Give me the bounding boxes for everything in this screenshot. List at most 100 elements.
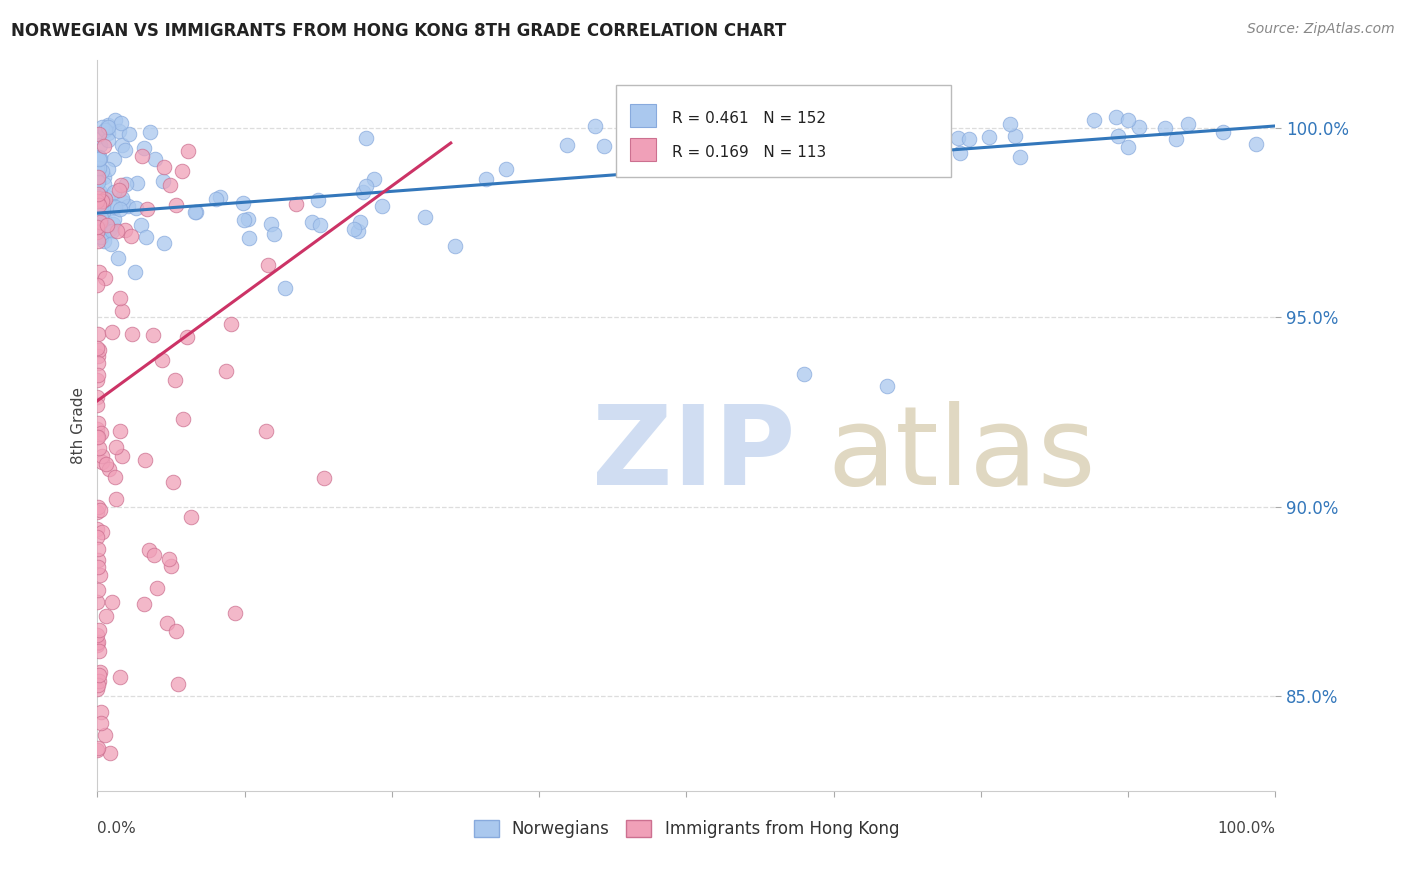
Point xyxy=(150,353,173,368)
Point xyxy=(1008,150,1031,164)
Point xyxy=(87,673,110,688)
Point xyxy=(823,131,845,145)
Point xyxy=(1107,128,1129,143)
Point xyxy=(89,137,111,152)
Point xyxy=(837,130,859,145)
Point xyxy=(347,224,370,238)
Point xyxy=(475,172,498,186)
Point xyxy=(129,218,152,232)
Point xyxy=(114,143,136,157)
Point xyxy=(145,581,167,595)
Point xyxy=(94,192,117,206)
Point xyxy=(859,147,882,161)
Point xyxy=(104,113,127,128)
Point xyxy=(135,230,157,244)
Point xyxy=(127,176,149,190)
Point xyxy=(87,430,110,444)
Point xyxy=(931,132,953,146)
Point xyxy=(87,202,110,217)
Point xyxy=(111,191,134,205)
Point xyxy=(1244,137,1267,152)
Point xyxy=(876,378,898,392)
Point xyxy=(342,222,364,236)
Point xyxy=(98,222,121,236)
Point xyxy=(352,186,374,200)
Point xyxy=(370,199,392,213)
Point xyxy=(183,205,205,219)
Point xyxy=(697,156,720,170)
Point xyxy=(87,500,110,514)
Point xyxy=(177,144,200,158)
Point xyxy=(86,743,108,757)
Point xyxy=(254,424,277,438)
Point xyxy=(152,174,174,188)
Point xyxy=(90,706,112,720)
Point xyxy=(176,330,198,344)
Point xyxy=(1083,113,1105,128)
Point xyxy=(89,623,111,637)
Point xyxy=(808,116,831,130)
Point xyxy=(263,227,285,242)
Point xyxy=(862,121,884,136)
Point xyxy=(111,137,134,152)
Point xyxy=(89,127,111,141)
Point xyxy=(153,160,176,174)
Point xyxy=(93,170,115,185)
Legend: Norwegians, Immigrants from Hong Kong: Norwegians, Immigrants from Hong Kong xyxy=(467,814,905,845)
Point xyxy=(87,326,110,341)
Point xyxy=(87,343,110,357)
Point xyxy=(86,373,108,387)
Point xyxy=(98,746,121,760)
Point xyxy=(1164,132,1187,146)
Point xyxy=(87,635,110,649)
Point xyxy=(167,677,190,691)
Point xyxy=(86,194,108,209)
Point xyxy=(813,133,835,147)
Text: atlas: atlas xyxy=(828,401,1097,508)
Point xyxy=(134,453,156,467)
Point xyxy=(1116,112,1139,127)
Point xyxy=(93,139,115,153)
Point xyxy=(159,178,181,192)
Point xyxy=(110,116,132,130)
Point xyxy=(105,440,128,454)
Point xyxy=(162,475,184,489)
Point xyxy=(87,678,110,692)
Point xyxy=(495,161,517,176)
Point xyxy=(87,356,110,370)
Point xyxy=(132,141,155,155)
Point xyxy=(307,193,329,207)
Point xyxy=(90,229,112,244)
Point xyxy=(555,137,578,152)
Point xyxy=(356,130,378,145)
Point xyxy=(94,457,117,471)
Point xyxy=(949,146,972,161)
Point xyxy=(86,277,108,292)
Text: NORWEGIAN VS IMMIGRANTS FROM HONG KONG 8TH GRADE CORRELATION CHART: NORWEGIAN VS IMMIGRANTS FROM HONG KONG 8… xyxy=(11,22,786,40)
Point xyxy=(87,152,110,166)
Point xyxy=(208,190,231,204)
Point xyxy=(89,210,111,224)
Point xyxy=(89,215,111,229)
Point xyxy=(86,681,108,696)
Point xyxy=(94,123,117,137)
Point xyxy=(165,624,187,638)
Point xyxy=(100,595,122,609)
Point xyxy=(1116,140,1139,154)
Point xyxy=(139,125,162,139)
Point xyxy=(89,567,111,582)
Point xyxy=(124,265,146,279)
Point xyxy=(87,150,110,164)
Point xyxy=(91,524,114,539)
Point xyxy=(121,326,143,341)
Point xyxy=(108,202,131,216)
Point xyxy=(94,728,117,742)
Point xyxy=(86,191,108,205)
Point xyxy=(100,237,122,252)
Point xyxy=(793,368,815,382)
Point xyxy=(716,141,738,155)
Point xyxy=(1004,128,1026,143)
Point xyxy=(256,258,278,272)
Point xyxy=(112,194,135,209)
Point xyxy=(87,234,110,248)
